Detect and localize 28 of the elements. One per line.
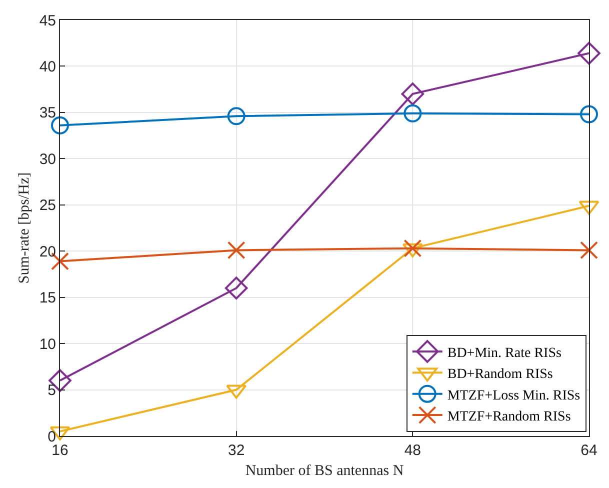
point <box>227 107 246 126</box>
y-tick-label: 20 <box>39 243 56 260</box>
point <box>404 239 422 258</box>
point <box>227 241 246 260</box>
y-tick-label: 5 <box>48 382 56 400</box>
legend-label: MTZF+Random RISs <box>447 410 571 424</box>
legend-label: MTZF+Loss Min. RISs <box>447 388 580 404</box>
legend-label: BD+Min. Rate RISs <box>447 346 562 361</box>
y-tick-label: 30 <box>39 150 56 168</box>
y-tick-label: 10 <box>39 336 56 353</box>
point <box>578 42 600 65</box>
y-tick-label: 45 <box>39 12 56 30</box>
legend-label: BD+Random RISs <box>447 367 553 382</box>
x-tick-label: 48 <box>404 442 422 459</box>
y-tick-label: 35 <box>39 104 56 122</box>
x-tick-label: 32 <box>228 442 245 459</box>
point <box>401 82 424 106</box>
x-axis-title: Number of BS antennas N <box>245 463 404 479</box>
point <box>580 105 598 124</box>
point <box>51 116 69 134</box>
point <box>580 241 598 260</box>
point <box>404 104 422 122</box>
point <box>224 276 248 300</box>
y-tick-label: 40 <box>39 58 56 76</box>
y-tick-label: 25 <box>39 197 56 214</box>
y-tick-label: 15 <box>39 290 56 307</box>
x-tick-label: 64 <box>580 442 598 459</box>
y-axis-title: Sum-rate [bps/Hz] <box>16 172 33 284</box>
